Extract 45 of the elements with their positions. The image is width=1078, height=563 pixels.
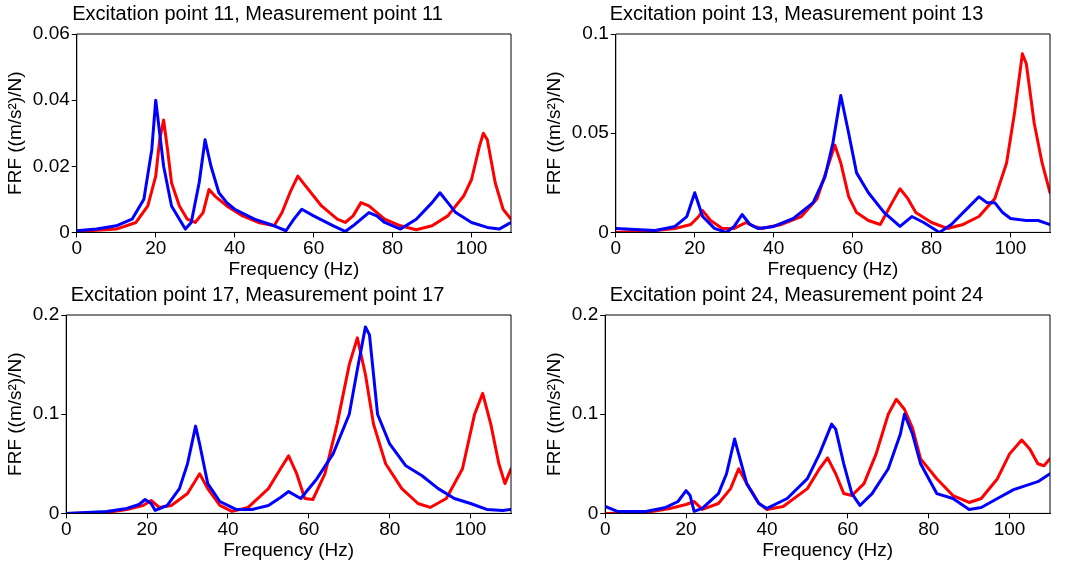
y-tick-label: 0.05 xyxy=(571,121,609,143)
x-axis-title: Frequency (Hz) xyxy=(223,538,355,560)
y-tick-label: 0.06 xyxy=(32,22,70,44)
chart-title: Excitation point 24, Measurement point 24 xyxy=(609,282,984,305)
x-tick-label: 60 xyxy=(298,518,320,540)
x-tick-label: 100 xyxy=(455,237,488,259)
x-tick-label: 80 xyxy=(379,518,401,540)
x-tick-label: 20 xyxy=(145,237,167,259)
y-tick-label: 0.04 xyxy=(32,88,71,110)
x-tick-label: 40 xyxy=(756,518,778,540)
chart-title: Excitation point 13, Measurement point 13 xyxy=(609,1,984,24)
chart-title: Excitation point 17, Measurement point 17 xyxy=(70,282,445,305)
y-axis-title: FRF ((m/s²)/N) xyxy=(3,71,25,195)
y-tick-label: 0.02 xyxy=(32,154,70,176)
x-tick-label: 100 xyxy=(454,518,487,540)
y-tick-label: 0 xyxy=(48,501,60,523)
y-tick-label: 0.2 xyxy=(571,303,599,325)
x-tick-label: 20 xyxy=(684,237,706,259)
x-axis-title: Frequency (Hz) xyxy=(767,257,899,279)
x-axis-title: Frequency (Hz) xyxy=(228,257,360,279)
chart-title: Excitation point 11, Measurement point 11 xyxy=(72,1,443,24)
x-tick-label: 60 xyxy=(837,518,859,540)
x-tick-label: 80 xyxy=(382,237,404,259)
y-tick-label: 0 xyxy=(587,501,599,523)
y-tick-label: 0.1 xyxy=(32,402,60,424)
x-tick-label: 100 xyxy=(993,518,1026,540)
y-tick-label: 0.1 xyxy=(582,22,609,44)
x-tick-label: 60 xyxy=(842,237,864,259)
x-tick-label: 80 xyxy=(918,518,940,540)
x-tick-label: 100 xyxy=(994,237,1027,259)
y-tick-label: 0.2 xyxy=(32,303,60,325)
x-tick-label: 20 xyxy=(675,518,697,540)
x-axis-title: Frequency (Hz) xyxy=(762,538,894,560)
x-tick-label: 40 xyxy=(217,518,239,540)
x-tick-label: 20 xyxy=(136,518,158,540)
y-axis-title: FRF ((m/s²)/N) xyxy=(542,352,564,476)
y-tick-label: 0 xyxy=(598,220,609,242)
y-axis-title: FRF ((m/s²)/N) xyxy=(3,352,25,476)
y-tick-label: 0 xyxy=(59,220,70,242)
y-tick-label: 0.1 xyxy=(571,402,599,424)
x-tick-label: 60 xyxy=(303,237,325,259)
x-tick-label: 80 xyxy=(921,237,943,259)
x-tick-label: 40 xyxy=(224,237,246,259)
x-tick-label: 40 xyxy=(763,237,785,259)
y-axis-title: FRF ((m/s²)/N) xyxy=(542,71,564,195)
